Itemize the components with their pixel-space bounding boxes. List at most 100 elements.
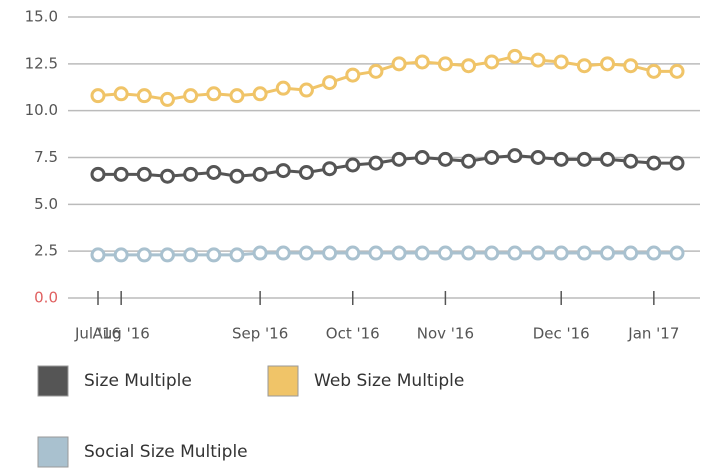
point bbox=[646, 155, 662, 171]
point bbox=[391, 245, 407, 261]
legend-swatch bbox=[37, 436, 69, 468]
point bbox=[461, 245, 477, 261]
point bbox=[136, 88, 152, 104]
point bbox=[530, 52, 546, 68]
point bbox=[600, 56, 616, 72]
y-tick-label: 2.5 bbox=[34, 242, 58, 260]
point bbox=[646, 245, 662, 261]
x-tick-label: Jan '17 bbox=[627, 325, 679, 343]
point bbox=[298, 82, 314, 98]
point bbox=[391, 56, 407, 72]
x-tick-label: Sep '16 bbox=[232, 325, 288, 343]
point bbox=[414, 54, 430, 70]
point bbox=[553, 151, 569, 167]
point bbox=[646, 63, 662, 79]
point bbox=[298, 245, 314, 261]
point bbox=[345, 157, 361, 173]
y-tick-label: 5.0 bbox=[34, 195, 58, 213]
point bbox=[322, 161, 338, 177]
point bbox=[414, 150, 430, 165]
point bbox=[298, 164, 314, 180]
point bbox=[206, 247, 222, 263]
point bbox=[252, 166, 268, 182]
point bbox=[669, 155, 685, 171]
point bbox=[576, 58, 592, 74]
point bbox=[229, 88, 245, 104]
point bbox=[90, 166, 106, 182]
point bbox=[136, 247, 152, 263]
point bbox=[623, 245, 639, 261]
point bbox=[391, 151, 407, 167]
point bbox=[113, 166, 129, 182]
point bbox=[437, 56, 453, 72]
legend-label: Size Multiple bbox=[84, 371, 192, 391]
point bbox=[183, 247, 199, 263]
point bbox=[484, 150, 500, 165]
point bbox=[600, 151, 616, 167]
point bbox=[113, 86, 129, 102]
point bbox=[90, 88, 106, 104]
point bbox=[623, 58, 639, 74]
point bbox=[159, 168, 175, 184]
point bbox=[553, 245, 569, 261]
x-tick-label: Nov '16 bbox=[417, 325, 474, 343]
point bbox=[183, 166, 199, 182]
y-tick-label: 10.0 bbox=[25, 101, 58, 119]
y-tick-label: 0.0 bbox=[34, 289, 58, 307]
point bbox=[275, 80, 291, 96]
point bbox=[530, 245, 546, 261]
point bbox=[437, 245, 453, 261]
point bbox=[461, 58, 477, 74]
point bbox=[275, 245, 291, 261]
point bbox=[623, 153, 639, 169]
point bbox=[206, 164, 222, 180]
x-tick-label: Oct '16 bbox=[326, 325, 380, 343]
point bbox=[159, 91, 175, 107]
point bbox=[669, 63, 685, 79]
point bbox=[576, 151, 592, 167]
point bbox=[275, 163, 291, 179]
legend-label: Social Size Multiple bbox=[84, 442, 248, 462]
point bbox=[368, 155, 384, 171]
point bbox=[530, 150, 546, 165]
point bbox=[484, 54, 500, 70]
point bbox=[252, 245, 268, 261]
point bbox=[461, 153, 477, 169]
point bbox=[484, 245, 500, 261]
y-tick-label: 7.5 bbox=[34, 148, 58, 166]
point bbox=[136, 166, 152, 182]
point bbox=[345, 245, 361, 261]
point bbox=[669, 245, 685, 261]
point bbox=[90, 247, 106, 263]
point bbox=[414, 245, 430, 261]
point bbox=[507, 48, 523, 64]
point bbox=[600, 245, 616, 261]
point bbox=[206, 86, 222, 102]
point bbox=[368, 63, 384, 79]
point bbox=[507, 245, 523, 261]
point bbox=[322, 75, 338, 91]
y-tick-label: 15.0 bbox=[25, 8, 58, 26]
point bbox=[229, 168, 245, 184]
point bbox=[252, 86, 268, 102]
point bbox=[553, 54, 569, 70]
point bbox=[576, 245, 592, 261]
point bbox=[368, 245, 384, 261]
point bbox=[322, 245, 338, 261]
x-tick-label: Aug '16 bbox=[93, 325, 150, 343]
point bbox=[345, 67, 361, 83]
point bbox=[113, 247, 129, 263]
x-tick-label: Jul '16 bbox=[74, 325, 121, 343]
point bbox=[229, 247, 245, 263]
point bbox=[437, 151, 453, 167]
legend-label: Web Size Multiple bbox=[314, 371, 464, 391]
point bbox=[507, 148, 523, 164]
legend-swatch bbox=[267, 365, 299, 397]
point bbox=[159, 247, 175, 263]
x-tick-label: Dec '16 bbox=[533, 325, 590, 343]
y-tick-label: 12.5 bbox=[25, 54, 58, 72]
point bbox=[183, 88, 199, 104]
legend: Size Multiple Web Size Multiple Social Siz… bbox=[37, 365, 464, 468]
legend-swatch bbox=[37, 365, 69, 397]
